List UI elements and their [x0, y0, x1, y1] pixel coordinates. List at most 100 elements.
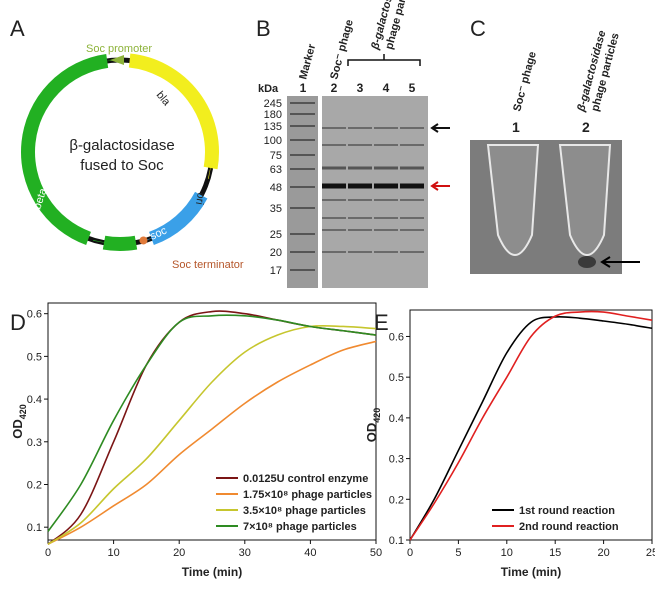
- series-line: [409, 310, 653, 541]
- panel-label: D: [10, 310, 26, 335]
- panel-label: C: [470, 16, 486, 41]
- x-tick-label: 20: [597, 547, 609, 559]
- legend-label: 2nd round reaction: [519, 521, 619, 533]
- panel-label: A: [10, 16, 25, 41]
- y-tick-label: 0.3: [27, 437, 42, 449]
- x-tick-label: 50: [370, 547, 382, 559]
- marker-size: 135: [264, 121, 282, 133]
- y-tick-label: 0.5: [389, 372, 404, 384]
- gel: [287, 54, 450, 288]
- legend-label: 3.5×10⁸ phage particles: [243, 505, 366, 517]
- marker-size: 25: [270, 229, 282, 241]
- tube: [486, 144, 540, 256]
- plasmid-map: [21, 53, 219, 251]
- legend-label: 7×10⁸ phage particles: [243, 521, 357, 533]
- x-tick-label: 5: [455, 547, 461, 559]
- marker-size: 48: [270, 182, 282, 194]
- lane-label: Soc⁻ phage: [328, 18, 355, 80]
- y-axis-label: OD420: [364, 408, 382, 443]
- gene-label: beta-galactosidase: [31, 119, 71, 211]
- bracket: [347, 54, 421, 66]
- y-axis-label-main: OD: [10, 419, 25, 439]
- y-tick-label: 0.2: [27, 479, 42, 491]
- x-tick-label: 10: [107, 547, 119, 559]
- plot-frame: [47, 302, 377, 541]
- lane-number: 4: [383, 81, 390, 95]
- lane-label: Marker: [297, 42, 318, 81]
- y-axis-label-sub: 420: [372, 408, 382, 423]
- lane-label: Soc⁻ phage: [511, 50, 538, 112]
- lane-number: 2: [331, 81, 338, 95]
- gene-arc: [128, 53, 219, 170]
- x-tick-label: 30: [239, 547, 251, 559]
- series-line: [47, 340, 377, 545]
- sample-gel: [322, 96, 428, 288]
- x-tick-label: 40: [304, 547, 316, 559]
- panel-label: B: [256, 16, 271, 41]
- precipitate: [578, 256, 596, 268]
- lane-number: 1: [300, 81, 307, 95]
- marker-gel: [287, 96, 318, 288]
- gene-label: bla: [154, 89, 173, 109]
- series-line: [47, 314, 377, 532]
- marker-size: 20: [270, 247, 282, 259]
- promoter-label: Soc promoter: [86, 43, 152, 55]
- marker-size: 245: [264, 98, 282, 110]
- tube-image: [470, 140, 640, 274]
- panel-label: E: [374, 310, 389, 335]
- series-line: [47, 324, 377, 545]
- y-tick-label: 0.2: [389, 494, 404, 506]
- x-tick-label: 0: [407, 547, 413, 559]
- lane-number: 3: [357, 81, 364, 95]
- gene-label: ori: [193, 191, 207, 205]
- gene-arrow: [207, 157, 213, 179]
- y-axis-label-sub: 420: [18, 404, 28, 419]
- center-label: β-galactosidase: [69, 137, 174, 154]
- gene-arc: [148, 191, 208, 246]
- x-tick-label: 10: [501, 547, 513, 559]
- arrow: [430, 181, 450, 191]
- gene-arc: [21, 53, 109, 246]
- y-tick-label: 0.4: [389, 413, 404, 425]
- terminator-label: Soc terminator: [172, 259, 244, 271]
- x-tick-label: 25: [646, 547, 655, 559]
- arrow: [600, 256, 640, 268]
- y-axis-label: OD420: [10, 404, 28, 439]
- marker-size: 100: [264, 135, 282, 147]
- legend-label: 1st round reaction: [519, 505, 615, 517]
- gene-arrow: [93, 239, 115, 245]
- marker-size: 75: [270, 150, 282, 162]
- terminator: [139, 236, 148, 245]
- x-axis-label: Time (min): [182, 565, 242, 579]
- marker-size: 63: [270, 164, 282, 176]
- y-axis-label-main: OD: [364, 423, 379, 443]
- x-tick-label: 0: [45, 547, 51, 559]
- y-tick-label: 0.5: [27, 351, 42, 363]
- legend-label: 0.0125U control enzyme: [243, 473, 368, 485]
- lane-number: 5: [409, 81, 416, 95]
- y-tick-label: 0.6: [389, 331, 404, 343]
- y-tick-label: 0.3: [389, 454, 404, 466]
- marker-size: 35: [270, 203, 282, 215]
- y-tick-label: 0.4: [27, 394, 42, 406]
- y-tick-label: 0.1: [389, 535, 404, 547]
- plot-frame: [409, 309, 653, 541]
- legend-label: 1.75×10⁸ phage particles: [243, 489, 372, 501]
- arrow: [430, 123, 450, 133]
- promoter: [110, 55, 124, 65]
- x-tick-label: 20: [173, 547, 185, 559]
- marker-size: 180: [264, 109, 282, 121]
- y-tick-label: 0.1: [27, 522, 42, 534]
- y-tick-label: 0.6: [27, 309, 42, 321]
- unit-label: kDa: [258, 83, 279, 95]
- lane-number: 1: [512, 119, 520, 135]
- x-tick-label: 15: [549, 547, 561, 559]
- center-label: fused to Soc: [80, 157, 164, 174]
- series-line: [409, 315, 653, 541]
- tube: [558, 144, 612, 256]
- lane-number: 2: [582, 119, 590, 135]
- x-axis-label: Time (min): [501, 565, 561, 579]
- marker-size: 17: [270, 265, 282, 277]
